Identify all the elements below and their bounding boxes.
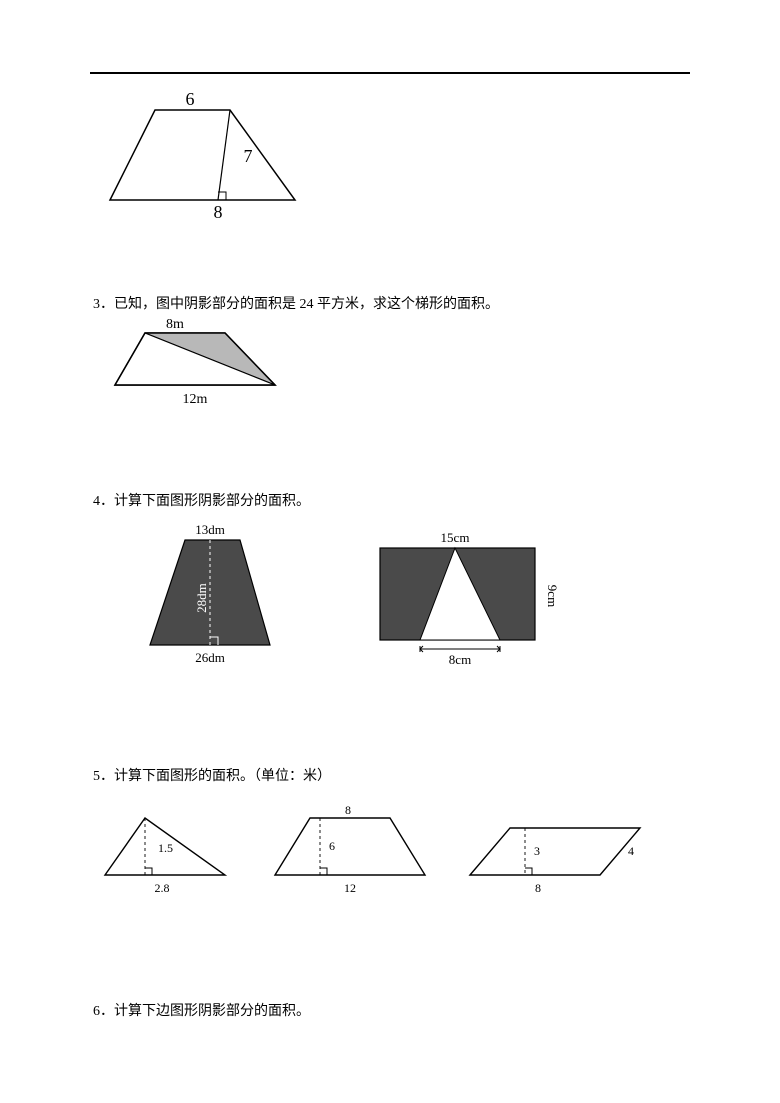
q5-trap-base: 12	[344, 881, 356, 895]
q4r-8cm: 8cm	[449, 652, 471, 667]
q5-tri-base: 2.8	[155, 881, 170, 895]
q5-triangle: 1.5 2.8	[105, 818, 225, 895]
q6-text: 6．计算下边图形阴影部分的面积。	[93, 1000, 310, 1020]
figure-q4-right: 15cm 9cm 8cm	[360, 528, 570, 668]
q4r-9cm: 9cm	[545, 585, 560, 607]
figure-q4-left: 13dm 28dm 26dm	[140, 520, 290, 670]
q5-trapezoid: 8 6 12	[275, 803, 425, 895]
figure-trapezoid-top: 6 7 8	[100, 90, 310, 220]
page: 6 7 8 3．已知，图中阴影部分的面积是 24 平方米，求这个梯形的面积。 8…	[0, 0, 780, 1103]
top-rule	[90, 72, 690, 74]
q5-parallelogram: 3 4 8	[470, 828, 640, 895]
q4r-15cm: 15cm	[441, 530, 470, 545]
q4l-26dm: 26dm	[195, 650, 225, 665]
q4l-13dm: 13dm	[195, 522, 225, 537]
q5-trap-h: 6	[329, 839, 335, 853]
label-8: 8	[214, 202, 223, 220]
figure-q5-row: 1.5 2.8 8 6 12 3 4 8	[100, 800, 660, 900]
q5-para-base: 8	[535, 881, 541, 895]
label-6: 6	[186, 90, 195, 109]
q5-trap-top: 8	[345, 803, 351, 817]
q3-text: 3．已知，图中阴影部分的面积是 24 平方米，求这个梯形的面积。	[93, 293, 499, 313]
q5-para-side: 4	[628, 844, 634, 858]
q5-text: 5．计算下面图形的面积。（单位：米）	[93, 765, 331, 785]
q4l-28dm: 28dm	[194, 583, 209, 613]
q5-para-h: 3	[534, 844, 540, 858]
q4-text: 4．计算下面图形阴影部分的面积。	[93, 490, 310, 510]
q3-label-12m: 12m	[183, 392, 208, 407]
q5-tri-h: 1.5	[158, 841, 173, 855]
q3-label-8m: 8m	[166, 317, 184, 332]
label-7: 7	[244, 146, 253, 166]
figure-q3: 8m 12m	[105, 313, 295, 413]
